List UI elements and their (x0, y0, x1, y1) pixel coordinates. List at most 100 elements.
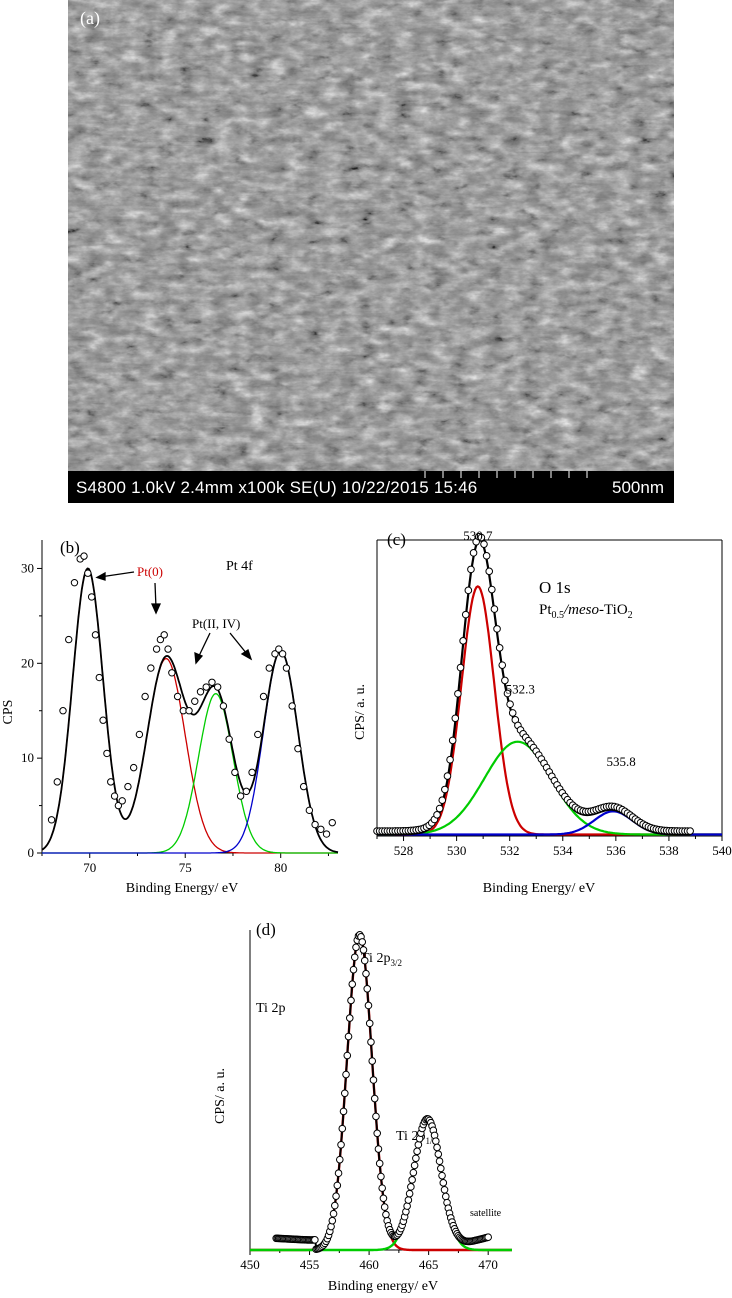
chart-d-xtick-label: 455 (300, 1257, 320, 1272)
chart-b-data-point (254, 730, 262, 739)
chart-c-data-point (508, 709, 517, 717)
chart-d-data-point (377, 1172, 385, 1181)
chart-d-data-point (340, 1089, 349, 1098)
chart-c-subtitle-sub2: 2 (628, 610, 633, 621)
chart-b-data-point (219, 702, 228, 710)
chart-d-data-point (405, 1189, 414, 1198)
chart-d-data-point (372, 1112, 380, 1121)
chart-d-data-point (408, 1176, 416, 1184)
chart-b-data-point (213, 683, 222, 691)
chart-c-data-point (435, 804, 444, 813)
chart-b-data-point (59, 707, 67, 715)
chart-b-data-point (141, 692, 149, 701)
chart-b-data-point (322, 830, 331, 838)
chart-c-subtitle-italic: /meso (563, 602, 599, 618)
chart-b-data-point (265, 664, 273, 672)
chart-c-data-point (495, 644, 504, 652)
chart-d-data-point (378, 1184, 386, 1192)
chart-b-data-point (103, 749, 111, 758)
chart-d-data-point (337, 1140, 345, 1149)
chart-c-title: O 1s (539, 578, 571, 597)
chart-d-data-point (413, 1147, 421, 1156)
chart-b-ytick-label: 20 (21, 655, 34, 670)
chart-c-subtitle: Pt0.5/meso-TiO2 (539, 602, 633, 621)
chart-c-data-point (459, 637, 467, 645)
chart-b-data-point (99, 716, 107, 724)
chart-d-data-point (349, 965, 358, 974)
chart-b-data-point (107, 778, 115, 786)
sem-scale-ticks (424, 471, 588, 478)
chart-d-data-point (438, 1171, 446, 1180)
chart-b-data-point (317, 825, 325, 833)
chart-b-data-point (70, 578, 79, 587)
chart-ti2p: (d) Ti 2p Ti 2p3/2 Ti 2p 1/2 satellite Bi… (213, 920, 512, 1294)
chart-d-data-point (358, 938, 367, 946)
chart-b-data-point (282, 664, 291, 672)
chart-d-data-point (344, 1032, 353, 1041)
chart-c-data-point (501, 676, 509, 685)
panel-label-b: (b) (60, 538, 80, 557)
chart-d-data-point (410, 1161, 419, 1170)
chart-d-data-point (373, 1129, 382, 1138)
chart-b-xlabel: Binding Energy/ eV (126, 881, 239, 896)
chart-b-data-point (236, 792, 245, 800)
chart-c-data-point (438, 796, 447, 804)
chart-b-data-point (65, 635, 73, 644)
chart-c-data-point (441, 785, 449, 794)
chart-d-data-point (329, 1209, 338, 1218)
chart-d-peak-label-1: Ti 2p3/2 (361, 951, 402, 968)
chart-c-peak-label: 530.7 (463, 528, 493, 543)
chart-c-subtitle-sub: 0.5 (552, 610, 565, 621)
chart-d-ylabel: CPS/ a. u. (213, 1068, 228, 1124)
chart-c-data-point (482, 551, 491, 560)
chart-b-data-point (160, 631, 168, 639)
chart-d-data-point (375, 1159, 384, 1168)
chart-d-data-point (359, 946, 368, 954)
chart-d-data-point (333, 1181, 342, 1190)
chart-d-data-point (435, 1157, 444, 1166)
chart-d-data-point (403, 1202, 411, 1210)
chart-c-data-point (498, 661, 507, 669)
chart-d-data-point (368, 1057, 377, 1065)
chart-b-data-point (328, 818, 336, 827)
chart-c-data-point (448, 736, 457, 745)
chart-d-data-point (367, 1038, 375, 1046)
chart-b-data-point (202, 683, 210, 691)
chart-b-data-point (299, 782, 308, 791)
chart-d-data-point (369, 1076, 378, 1084)
chart-c-data-point (480, 540, 488, 548)
chart-b-component-1 (42, 693, 338, 854)
chart-c-peak-label: 535.8 (607, 754, 636, 769)
chart-b-data-point (114, 801, 123, 810)
chart-b-data-point (242, 787, 251, 796)
chart-b-data-point (135, 730, 144, 739)
chart-b-annot-ptii: Pt(II, IV) (192, 616, 240, 631)
chart-d-data-point (347, 996, 355, 1005)
chart-d-title: Ti 2p (256, 1001, 285, 1016)
chart-b-plot-area: 70 75 80 0 10 20 30 (21, 540, 339, 875)
chart-b-data-point (248, 768, 256, 777)
chart-b-data-point (110, 792, 119, 800)
chart-d-data-point (433, 1143, 441, 1152)
chart-d-data-point (311, 1236, 319, 1244)
chart-d-xlabel: Binding energy/ eV (328, 1279, 438, 1294)
chart-c-data-point (461, 610, 470, 619)
chart-c-data-point (467, 565, 475, 574)
chart-d-data-point (338, 1124, 347, 1133)
chart-b-data-point (95, 673, 103, 682)
chart-b-data-point (294, 744, 302, 753)
sem-image: (a) S4800 1.0kV 2.4mm x100k SE(U) 10/22/… (68, 0, 674, 503)
chart-c-xtick-label: 536 (606, 843, 626, 858)
chart-b-title: Pt 4f (226, 559, 253, 574)
chart-d-data-point (414, 1140, 423, 1149)
chart-pt4f: (b) Pt 4f Pt(0) Pt(II, IV) Binding Energ… (1, 538, 339, 896)
chart-d-data-point (379, 1194, 388, 1203)
chart-b-data-point (173, 692, 182, 701)
chart-d-data-point (334, 1169, 343, 1178)
chart-d-data-point (332, 1192, 340, 1200)
chart-d-data-point (412, 1154, 420, 1163)
sem-texture (68, 0, 674, 503)
chart-c-subtitle-main: Pt (539, 602, 552, 618)
chart-d-component-1 (250, 1117, 512, 1252)
chart-b-data-point (259, 692, 268, 701)
